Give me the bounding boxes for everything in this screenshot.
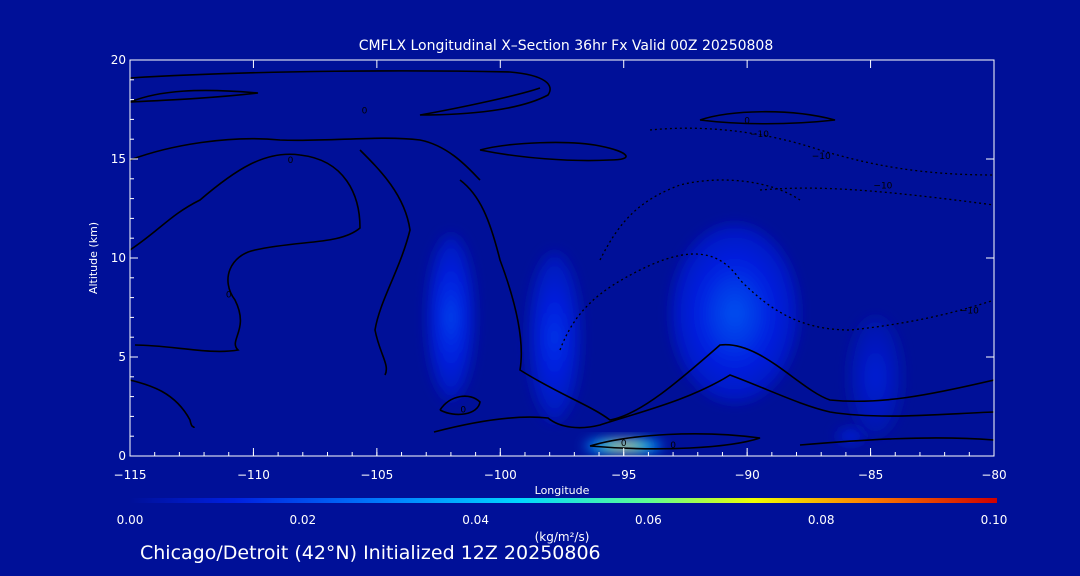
y-tick-label: 10 — [111, 251, 126, 265]
x-tick-label: −115 — [114, 468, 147, 482]
y-tick-label: 5 — [118, 350, 126, 364]
contour-lines — [130, 70, 994, 450]
flux-cell-level — [725, 300, 744, 327]
flux-cell-level — [550, 325, 559, 350]
y-tick-label: 0 — [118, 449, 126, 463]
colorbar-tick-label: 0.10 — [981, 513, 1008, 527]
flux-cell — [527, 252, 582, 423]
colorbar-tick-label: 0.04 — [462, 513, 489, 527]
flux-cell-level — [447, 305, 455, 330]
contour-neg-dotted-1 — [649, 127, 994, 176]
colorbar-ticks: 0.00 0.02 0.04 0.06 0.08 0.10 — [117, 513, 1008, 527]
flux-cell-level — [871, 368, 880, 386]
contour-label: 0 — [744, 116, 750, 126]
x-axis-label: Longitude — [535, 484, 590, 497]
contour-label: 0 — [621, 439, 627, 449]
y-tick-label: 15 — [111, 152, 126, 166]
contour-label: −10 — [873, 182, 892, 192]
y-tick-label: 20 — [111, 53, 126, 67]
contour-zero-left-spike — [130, 379, 195, 429]
contour-neg-dotted-3 — [559, 253, 994, 351]
colorbar-tick-label: 0.00 — [117, 513, 144, 527]
x-tick-label: −90 — [734, 468, 759, 482]
x-tick-label: −80 — [981, 468, 1006, 482]
contour-zero-top-left — [130, 89, 259, 103]
contour-zero-low-band — [433, 374, 994, 433]
contour-zero-ground-lens — [589, 433, 761, 450]
contour-label: 0 — [288, 156, 294, 166]
flux-cell — [848, 317, 903, 437]
flux-field — [426, 224, 903, 454]
contour-zero-top-right — [699, 110, 836, 125]
flux-cell-level — [848, 435, 853, 438]
contour-zero-small-loop — [439, 395, 481, 416]
contour-zero-upper-mid — [479, 141, 627, 162]
y-axis-label: Altitude (km) — [87, 222, 100, 294]
colorbar-unit-label: (kg/m²/s) — [535, 530, 590, 544]
x-tick-label: −95 — [611, 468, 636, 482]
x-tick-label: −110 — [237, 468, 270, 482]
colorbar-tick-label: 0.02 — [289, 513, 316, 527]
contour-label: 0 — [226, 291, 232, 301]
contour-zero-top-band — [130, 70, 551, 116]
x-tick-label: −85 — [858, 468, 883, 482]
contour-zero-lobe-2 — [459, 179, 994, 421]
contour-label: 0 — [460, 405, 466, 415]
chart-title: CMFLX Longitudinal X–Section 36hr Fx Val… — [359, 38, 773, 54]
x-tick-label: −100 — [484, 468, 517, 482]
contour-label: −10 — [750, 130, 769, 140]
contour-label: −10 — [960, 306, 979, 316]
contour-label: −10 — [812, 152, 831, 162]
contour-label: 0 — [362, 106, 368, 116]
colorbar: 0.00 0.02 0.04 0.06 0.08 0.10 (kg/m²/s) — [117, 498, 1008, 544]
x-tick-label: −105 — [360, 468, 393, 482]
contour-zero-west — [130, 153, 361, 353]
flux-cell-level — [618, 445, 630, 448]
contour-zero-lobe-1 — [359, 149, 411, 376]
contour-label: 0 — [670, 441, 676, 451]
flux-cell — [670, 224, 799, 403]
contour-neg-dotted-2 — [759, 187, 994, 206]
colorbar-gradient — [130, 498, 997, 503]
contour-zero-upper-left — [130, 137, 481, 181]
contour-zero-bottom-right — [799, 437, 994, 446]
x-axis: −115 −110 −105 −100 −95 −90 −85 −80 — [114, 60, 1007, 482]
colorbar-tick-label: 0.06 — [635, 513, 662, 527]
colorbar-tick-label: 0.08 — [808, 513, 835, 527]
footer-caption: Chicago/Detroit (42°N) Initialized 12Z 2… — [140, 542, 601, 564]
flux-cell — [426, 234, 476, 401]
y-axis: 0 5 10 15 20 — [111, 53, 994, 463]
